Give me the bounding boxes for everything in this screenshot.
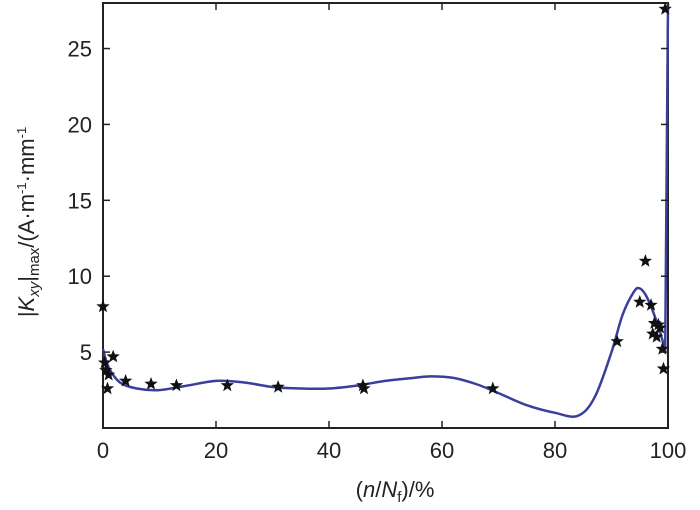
x-tick-label: 40 bbox=[317, 438, 341, 463]
y-tick-label: 20 bbox=[68, 112, 92, 137]
data-point-star bbox=[638, 254, 653, 267]
data-point-star bbox=[655, 342, 669, 355]
fit-line bbox=[101, 2, 670, 418]
plot-frame bbox=[102, 2, 669, 429]
data-point-star bbox=[99, 363, 113, 376]
data-point-star bbox=[118, 373, 133, 387]
plot-layer bbox=[96, 2, 672, 429]
x-tick-label: 60 bbox=[430, 438, 454, 463]
data-point-star bbox=[658, 2, 672, 15]
data-point-star bbox=[96, 299, 110, 313]
y-tick-label: 10 bbox=[68, 264, 92, 289]
data-point-star bbox=[486, 381, 500, 395]
x-tick-label: 0 bbox=[97, 438, 109, 463]
data-point-star bbox=[357, 381, 371, 395]
x-tick-label: 20 bbox=[204, 438, 228, 463]
data-point-star bbox=[633, 295, 647, 308]
x-tick-label: 80 bbox=[543, 438, 567, 463]
y-tick-label: 15 bbox=[68, 188, 92, 213]
data-point-star bbox=[644, 298, 658, 311]
data-point-star bbox=[220, 378, 234, 392]
data-point-star bbox=[650, 329, 664, 343]
data-point-star bbox=[98, 355, 112, 369]
data-point-star bbox=[169, 378, 184, 392]
tick-layer: 0 20 40 60 80 100 5 10 15 20 25 bbox=[68, 3, 687, 463]
data-point-star bbox=[271, 380, 285, 393]
y-tick-label: 5 bbox=[80, 340, 92, 365]
data-point-star bbox=[646, 326, 660, 340]
y-tick-label: 25 bbox=[68, 37, 92, 62]
data-point-star bbox=[102, 367, 116, 381]
data-point-star bbox=[144, 377, 158, 390]
data-point-star bbox=[653, 320, 667, 334]
x-tick-label: 100 bbox=[650, 438, 687, 463]
data-point-star bbox=[656, 361, 671, 375]
x-axis-title: (n/Nf)/% bbox=[356, 477, 435, 506]
data-point-star bbox=[651, 317, 666, 331]
y-axis-title: |Kxy|max/(A·m-1·mm-1 bbox=[14, 127, 43, 317]
data-point-star bbox=[106, 349, 120, 363]
data-point-star bbox=[100, 381, 115, 395]
data-point-star bbox=[610, 334, 624, 348]
